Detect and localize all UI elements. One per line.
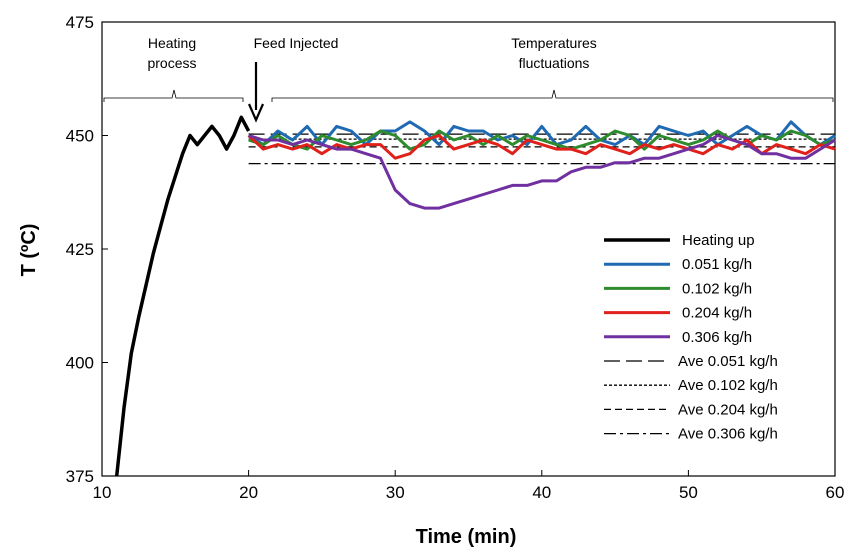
feed-injected-label: Feed Injected [254, 35, 339, 51]
legend-label: Ave 0.204 kg/h [678, 401, 778, 418]
x-tick-label: 40 [532, 483, 551, 502]
temperature-fluctuations-label: fluctuations [519, 55, 590, 71]
y-axis-title: T (ºC) [18, 224, 40, 277]
y-tick-label: 375 [66, 467, 94, 486]
legend-label: Ave 0.306 kg/h [678, 426, 778, 443]
x-tick-label: 10 [93, 483, 112, 502]
x-axis-title: Time (min) [416, 526, 517, 548]
series-lines [114, 115, 836, 477]
legend-label: Ave 0.102 kg/h [678, 377, 778, 394]
temperature-fluctuations-label: Temperatures [511, 35, 597, 51]
x-tick-label: 30 [386, 483, 405, 502]
series-line-0-051-kg-h [247, 120, 836, 147]
x-tick-label: 50 [679, 483, 698, 502]
temperature-fluctuations-brace [271, 89, 834, 102]
legend-label: 0.306 kg/h [682, 329, 752, 346]
x-tick-label: 20 [239, 483, 258, 502]
legend: Heating up 0.051 kg/h 0.102 kg/h 0.204 kg/h… [604, 232, 778, 443]
heating-process-label: Heating [148, 35, 196, 51]
feed-injected-arrow-head [247, 103, 265, 123]
y-tick-label: 475 [66, 13, 94, 32]
legend-label: 0.051 kg/h [682, 256, 752, 273]
series-line-heating-up [114, 115, 251, 477]
y-tick-label: 400 [66, 354, 94, 373]
x-tick-label: 60 [826, 483, 845, 502]
heating-process-brace [103, 89, 244, 102]
series-line-0-306-kg-h [248, 134, 836, 210]
legend-label: Ave 0.051 kg/h [678, 353, 778, 370]
legend-label: 0.102 kg/h [682, 280, 752, 297]
legend-label: Heating up [682, 232, 755, 249]
y-tick-label: 450 [66, 127, 94, 146]
heating-process-label: process [147, 55, 196, 71]
axis-ticks: 10 20 30 40 50 60 375 400 425 450 475 [66, 13, 845, 502]
annotations: Heating process Feed Injected Temperatures f… [103, 35, 834, 123]
y-tick-label: 425 [66, 240, 94, 259]
legend-label: 0.204 kg/h [682, 305, 752, 322]
